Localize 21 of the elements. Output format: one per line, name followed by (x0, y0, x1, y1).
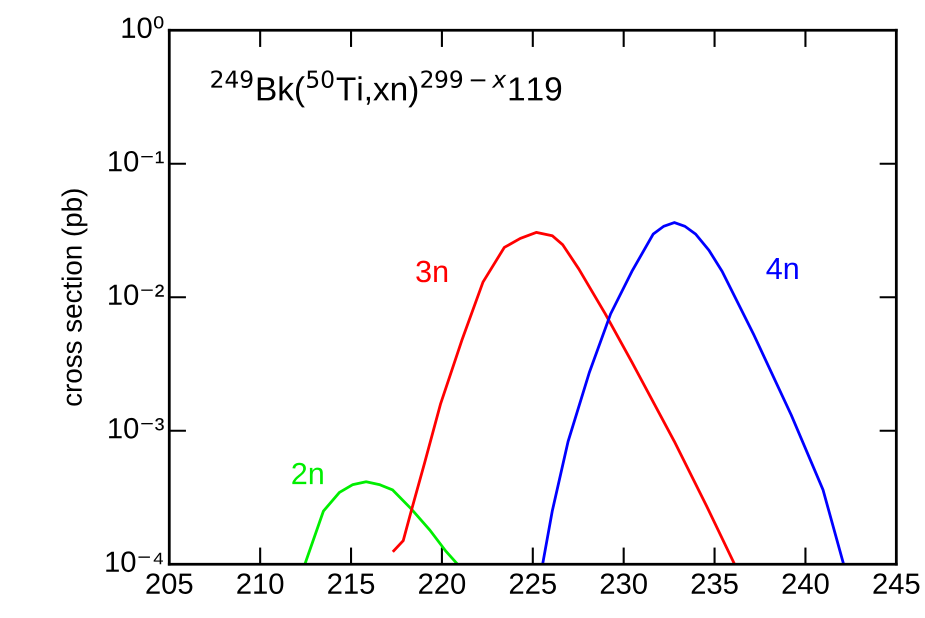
x-tick-label: 205 (146, 573, 192, 594)
x-tick-label: 215 (328, 573, 374, 594)
x-tick-label: 210 (237, 573, 284, 594)
series-label: 2n (292, 462, 323, 484)
y-tick-label: 10⁻³ (109, 418, 164, 439)
series-label: 3n (416, 260, 448, 282)
x-tick-label: 220 (419, 573, 466, 594)
y-tick-label: 10⁰ (122, 16, 164, 38)
x-tick-label: 235 (692, 573, 738, 594)
y-tick-label: 10⁻⁴ (106, 551, 163, 572)
series-label: 4n (766, 258, 798, 280)
line-series (392, 231, 736, 564)
x-tick-label: 245 (873, 573, 920, 594)
x-tick-label: 230 (600, 573, 647, 594)
x-tick-label: 225 (510, 573, 556, 594)
y-axis-title: cross section (pb) (61, 189, 88, 406)
line-series (541, 221, 846, 564)
y-tick-label: 10⁻¹ (109, 150, 164, 172)
text: $^{249}$Bk($^{50}$Ti,xn)$^{299−x}$119 (211, 70, 562, 108)
y-tick-label: 10⁻² (109, 284, 164, 306)
x-tick-label: 240 (782, 573, 829, 594)
